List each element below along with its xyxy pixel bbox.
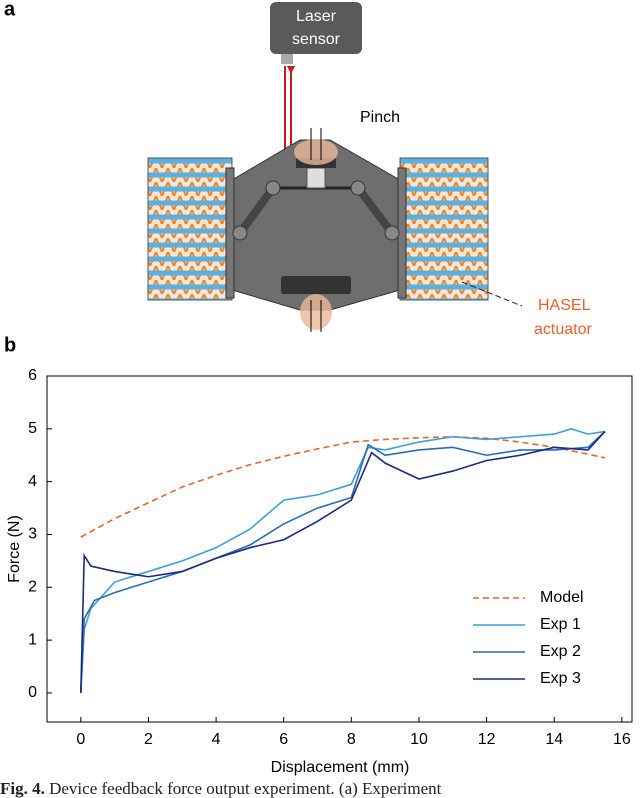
- sensor-tip: [281, 54, 293, 64]
- figure: a Laser sensor Pinch HASEL actuator b Di…: [4, 0, 633, 776]
- laser-sensor: [270, 2, 362, 54]
- y-axis-label: Force (N): [6, 515, 23, 583]
- series-line: [80, 430, 606, 693]
- panel-label: b: [4, 334, 16, 356]
- legend-label: Exp 1: [540, 616, 581, 633]
- pinch-label: Pinch: [360, 109, 400, 126]
- y-tick-label: 5: [28, 420, 37, 437]
- series-line: [80, 427, 606, 693]
- finger: [294, 139, 338, 165]
- x-tick-label: 12: [478, 731, 496, 748]
- x-tick-label: 0: [76, 731, 85, 748]
- plunger: [306, 167, 326, 189]
- legend-label: Exp 2: [540, 643, 581, 660]
- y-tick-label: 6: [28, 367, 37, 384]
- laser-label: sensor: [292, 31, 341, 48]
- joint: [384, 225, 400, 241]
- y-tick-label: 0: [28, 684, 37, 701]
- caption: Fig. 4. Device feedback force output exp…: [0, 779, 640, 798]
- y-tick-label: 4: [28, 473, 37, 490]
- x-tick-label: 4: [212, 731, 221, 748]
- joint: [265, 180, 281, 196]
- x-tick-label: 10: [410, 731, 428, 748]
- laser-label: Laser: [296, 8, 337, 25]
- x-tick-label: 8: [347, 731, 356, 748]
- caption-label: Fig. 4.: [0, 779, 45, 798]
- legend-label: Exp 3: [540, 670, 581, 687]
- hasel-label: HASEL: [538, 297, 591, 314]
- panel-label: a: [4, 0, 16, 20]
- x-tick-label: 14: [545, 731, 563, 748]
- link: [236, 185, 277, 236]
- link: [354, 185, 396, 236]
- x-tick-label: 2: [144, 731, 153, 748]
- series-line: [80, 435, 606, 538]
- pad: [281, 276, 351, 294]
- x-tick-label: 16: [613, 731, 631, 748]
- x-tick-label: 6: [279, 731, 288, 748]
- plot-frame: [46, 375, 633, 723]
- x-axis-label: Displacement (mm): [271, 759, 410, 776]
- arrow: [287, 66, 295, 74]
- hasel-label: actuator: [534, 321, 592, 338]
- joint: [350, 180, 366, 196]
- y-tick-label: 3: [28, 526, 37, 543]
- joint: [232, 225, 248, 241]
- leader: [461, 281, 523, 307]
- y-tick-label: 2: [28, 579, 37, 596]
- hasel-left: [147, 157, 233, 301]
- hasel-right: [399, 157, 489, 301]
- y-tick-label: 1: [28, 631, 37, 648]
- finger: [300, 294, 332, 330]
- legend-label: Model: [540, 589, 584, 606]
- series-line: [80, 430, 606, 693]
- caption-text: Device feedback force output experiment.…: [49, 779, 442, 798]
